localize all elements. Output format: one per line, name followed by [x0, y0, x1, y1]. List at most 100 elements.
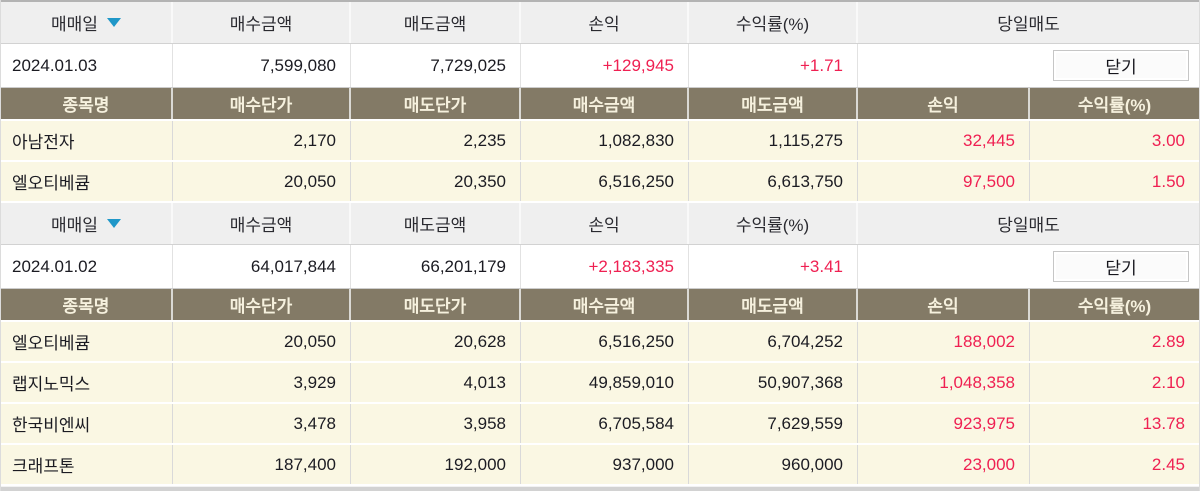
- column-header-profit: 손익: [521, 203, 689, 244]
- panel-top-border: [1, 0, 1199, 2]
- day-sell-cell: 닫기: [858, 245, 1199, 288]
- buy-price-value: 20,050: [173, 322, 351, 361]
- stock-name: 랩지노믹스: [1, 363, 173, 402]
- stock-name: 크래프톤: [1, 445, 173, 484]
- column-header-profit: 손익: [858, 88, 1030, 119]
- rate-value: 1.50: [1151, 171, 1185, 191]
- column-header-day-sell: 당일매도: [997, 216, 1060, 235]
- stock-row[interactable]: 한국비엔씨 3,478 3,958 6,705,584 7,629,559 92…: [1, 404, 1199, 445]
- profit-value: 97,500: [858, 162, 1030, 201]
- sell-price-value: 3,958: [351, 404, 521, 443]
- stock-name: 한국비엔씨: [1, 404, 173, 443]
- trade-date-label: 매매일: [51, 15, 98, 34]
- buy-price-value: 3,929: [173, 363, 351, 402]
- sell-amount-value: 50,907,368: [689, 363, 858, 402]
- sell-price-value: 20,628: [351, 322, 521, 361]
- sell-price-value: 4,013: [351, 363, 521, 402]
- rate-value: 2.45: [1151, 454, 1185, 474]
- buy-price-value: 20,050: [173, 162, 351, 201]
- buy-amount-value: 49,859,010: [521, 363, 689, 402]
- buy-price-value: 2,170: [173, 121, 351, 160]
- buy-amount-value: 1,082,830: [521, 121, 689, 160]
- sell-amount-value: 6,704,252: [689, 322, 858, 361]
- profit-value: +129,945: [521, 44, 689, 87]
- column-header-profit: 손익: [858, 289, 1030, 320]
- sell-amount-value: 7,629,559: [689, 404, 858, 443]
- summary-header-row: 매매일 매수금액 매도금액 손익 수익률(%) 당일매도: [1, 2, 1199, 44]
- rate-value: +3.41: [689, 245, 858, 288]
- column-header-trade-date[interactable]: 매매일: [1, 2, 173, 43]
- sell-amount-value: 960,000: [689, 445, 858, 484]
- stock-name: 아남전자: [1, 121, 173, 160]
- column-header-buy-amount: 매수금액: [521, 88, 689, 119]
- buy-amount-value: 64,017,844: [173, 245, 351, 288]
- buy-amount-value: 6,705,584: [521, 404, 689, 443]
- close-button[interactable]: 닫기: [1053, 50, 1189, 81]
- day-sell-cell: 닫기: [858, 44, 1199, 87]
- column-header-profit: 손익: [521, 2, 689, 43]
- column-header-buy-amount: 매수금액: [173, 2, 351, 43]
- summary-row[interactable]: 2024.01.03 7,599,080 7,729,025 +129,945 …: [1, 44, 1199, 88]
- rate-value: 13.78: [1142, 413, 1185, 433]
- column-header-rate: 수익률(%): [1030, 289, 1199, 320]
- sell-amount-value: 6,613,750: [689, 162, 858, 201]
- column-header-rate: 수익률(%): [689, 203, 858, 244]
- column-header-buy-price: 매수단가: [173, 88, 351, 119]
- column-header-rate: 수익률(%): [1030, 88, 1199, 119]
- profit-value: 923,975: [858, 404, 1030, 443]
- column-header-stock-name: 종목명: [1, 88, 173, 119]
- column-header-sell-amount: 매도금액: [689, 289, 858, 320]
- column-header-stock-name: 종목명: [1, 289, 173, 320]
- column-header-rate: 수익률(%): [689, 2, 858, 43]
- sell-price-value: 20,350: [351, 162, 521, 201]
- trade-date-value: 2024.01.03: [1, 44, 173, 87]
- summary-header-row: 매매일 매수금액 매도금액 손익 수익률(%) 당일매도: [1, 203, 1199, 245]
- column-header-sell-amount: 매도금액: [351, 2, 521, 43]
- buy-price-value: 3,478: [173, 404, 351, 443]
- buy-price-value: 187,400: [173, 445, 351, 484]
- rate-value: 3.00: [1151, 130, 1185, 150]
- close-button[interactable]: 닫기: [1053, 251, 1189, 282]
- column-header-buy-amount: 매수금액: [521, 289, 689, 320]
- profit-value: 1,048,358: [858, 363, 1030, 402]
- column-header-sell-amount: 매도금액: [689, 88, 858, 119]
- rate-value: +1.71: [689, 44, 858, 87]
- column-header-sell-price: 매도단가: [351, 289, 521, 320]
- sell-amount-value: 66,201,179: [351, 245, 521, 288]
- buy-amount-value: 6,516,250: [521, 322, 689, 361]
- rate-value: 2.89: [1151, 331, 1185, 351]
- column-header-buy-price: 매수단가: [173, 289, 351, 320]
- sort-desc-icon: [106, 18, 121, 27]
- summary-row[interactable]: 2024.01.02 64,017,844 66,201,179 +2,183,…: [1, 245, 1199, 289]
- sell-amount-value: 1,115,275: [689, 121, 858, 160]
- column-header-trade-date[interactable]: 매매일: [1, 203, 173, 244]
- buy-amount-value: 937,000: [521, 445, 689, 484]
- stock-header-row: 종목명 매수단가 매도단가 매수금액 매도금액 손익 수익률(%): [1, 289, 1199, 322]
- sort-desc-icon: [106, 219, 121, 228]
- column-header-sell-price: 매도단가: [351, 88, 521, 119]
- rate-value: 2.10: [1151, 372, 1185, 392]
- trade-date-value: 2024.01.02: [1, 245, 173, 288]
- stock-row[interactable]: 아남전자 2,170 2,235 1,082,830 1,115,275 32,…: [1, 121, 1199, 162]
- stock-header-row: 종목명 매수단가 매도단가 매수금액 매도금액 손익 수익률(%): [1, 88, 1199, 121]
- buy-amount-value: 6,516,250: [521, 162, 689, 201]
- sell-price-value: 2,235: [351, 121, 521, 160]
- sell-price-value: 192,000: [351, 445, 521, 484]
- column-header-sell-amount: 매도금액: [351, 203, 521, 244]
- trade-date-label: 매매일: [51, 216, 98, 235]
- stock-name: 엘오티베큠: [1, 322, 173, 361]
- stock-row[interactable]: 랩지노믹스 3,929 4,013 49,859,010 50,907,368 …: [1, 363, 1199, 404]
- panel-bottom-border: [1, 486, 1199, 491]
- sell-amount-value: 7,729,025: [351, 44, 521, 87]
- column-header-day-sell: 당일매도: [997, 15, 1060, 34]
- profit-value: 32,445: [858, 121, 1030, 160]
- profit-value: 23,000: [858, 445, 1030, 484]
- stock-row[interactable]: 엘오티베큠 20,050 20,350 6,516,250 6,613,750 …: [1, 162, 1199, 203]
- stock-row[interactable]: 크래프톤 187,400 192,000 937,000 960,000 23,…: [1, 445, 1199, 486]
- profit-value: 188,002: [858, 322, 1030, 361]
- profit-value: +2,183,335: [521, 245, 689, 288]
- stock-row[interactable]: 엘오티베큠 20,050 20,628 6,516,250 6,704,252 …: [1, 322, 1199, 363]
- column-header-buy-amount: 매수금액: [173, 203, 351, 244]
- stock-name: 엘오티베큠: [1, 162, 173, 201]
